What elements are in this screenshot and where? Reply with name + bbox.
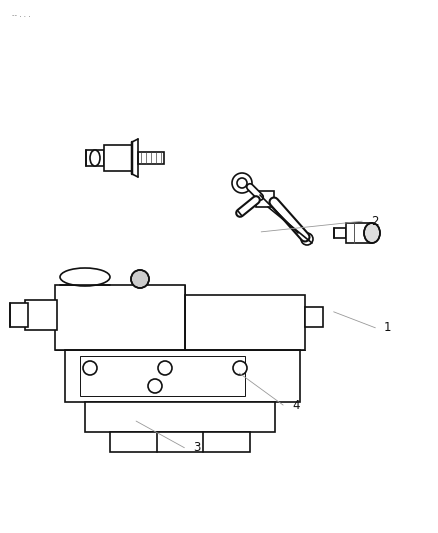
Ellipse shape — [363, 223, 379, 243]
Bar — [184, 295, 304, 350]
Bar — [345, 223, 371, 243]
Circle shape — [148, 379, 162, 393]
Bar — [304, 307, 322, 327]
Text: -- . . .: -- . . . — [12, 12, 30, 18]
Bar — [80, 356, 244, 396]
Bar — [25, 300, 57, 330]
Bar — [110, 432, 249, 452]
Circle shape — [233, 361, 247, 375]
Text: 1: 1 — [383, 321, 391, 334]
Circle shape — [158, 361, 172, 375]
Bar — [85, 402, 274, 432]
Ellipse shape — [90, 150, 100, 166]
Text: 3: 3 — [193, 441, 200, 454]
Bar — [10, 303, 28, 327]
Circle shape — [237, 178, 247, 188]
Bar — [138, 152, 164, 164]
Bar — [65, 350, 299, 402]
Bar — [104, 145, 132, 171]
Circle shape — [300, 233, 312, 245]
Circle shape — [231, 173, 251, 193]
Bar — [255, 191, 273, 207]
Text: 2: 2 — [370, 215, 378, 228]
Text: 4: 4 — [291, 399, 299, 411]
Bar — [86, 150, 104, 166]
Circle shape — [83, 361, 97, 375]
Circle shape — [131, 270, 148, 288]
Ellipse shape — [60, 268, 110, 286]
Bar — [55, 285, 184, 350]
Bar — [333, 228, 345, 238]
